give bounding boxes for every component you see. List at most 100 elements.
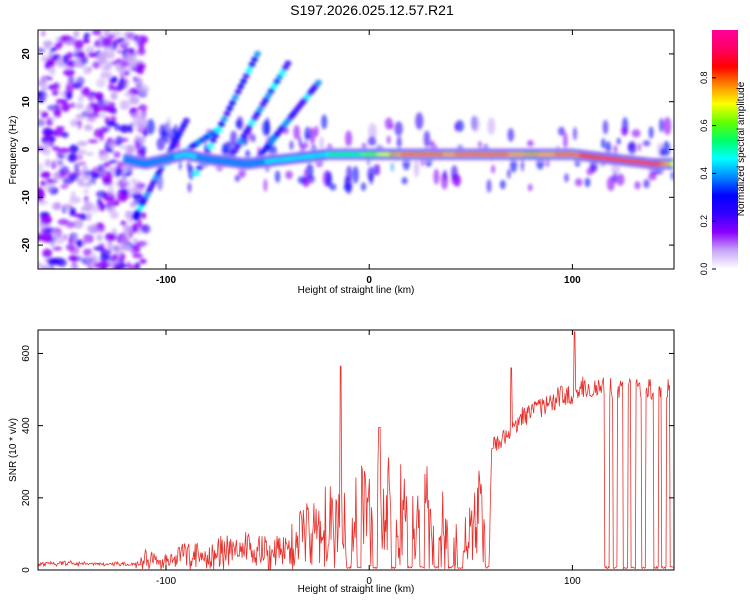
chirp-mark <box>278 69 286 76</box>
y-tick-label: 0 <box>21 146 32 152</box>
noise-blob <box>93 92 103 101</box>
chirp-mark <box>193 170 200 177</box>
spectral-speckle <box>643 179 650 189</box>
chirp-mark <box>215 126 223 133</box>
spectral-speckle <box>491 164 496 174</box>
x-tick-label: 100 <box>564 275 581 286</box>
spectral-speckle <box>161 130 168 142</box>
spectral-speckle <box>309 127 316 145</box>
noise-blob <box>54 42 62 50</box>
chirp-mark <box>270 83 278 90</box>
spectral-speckle <box>601 138 606 149</box>
noise-blob <box>119 43 129 49</box>
noise-blob <box>120 61 130 68</box>
spectral-speckle <box>314 125 319 137</box>
noise-blob <box>109 211 119 219</box>
noise-blob <box>140 145 147 155</box>
colorbar-tick-label: 0.2 <box>699 215 709 228</box>
spectral-speckle <box>602 120 609 135</box>
noise-blob <box>68 206 74 217</box>
y-tick-label: -20 <box>21 237 32 252</box>
spectral-speckle <box>659 148 666 157</box>
noise-blob <box>44 182 55 193</box>
noise-blob <box>47 257 59 266</box>
noise-blob <box>83 39 90 44</box>
snr-frame <box>37 329 675 571</box>
noise-blob <box>120 243 132 252</box>
chirp-mark <box>223 110 231 117</box>
noise-blob <box>115 135 123 146</box>
spectral-speckle <box>251 134 256 143</box>
spectral-speckle <box>620 126 629 136</box>
spectral-speckle <box>297 176 306 184</box>
noise-blob <box>69 246 80 255</box>
spectral-speckle <box>520 158 525 172</box>
noise-blob <box>119 100 130 111</box>
spectral-speckle <box>507 128 515 142</box>
spectral-speckle <box>319 136 324 150</box>
spectral-speckle <box>415 112 424 130</box>
noise-blob <box>66 39 76 45</box>
noise-blob <box>57 160 64 166</box>
chirp-mark <box>242 128 250 135</box>
noise-blob <box>87 52 99 58</box>
spectral-speckle <box>648 173 657 181</box>
noise-blob <box>132 253 144 259</box>
noise-blob <box>103 30 111 37</box>
noise-blob <box>38 118 46 127</box>
spectral-speckle <box>631 129 641 138</box>
spectral-speckle <box>413 159 420 178</box>
noise-blob <box>41 92 49 100</box>
figure-title: S197.2026.025.12.57.R21 <box>290 2 454 18</box>
noise-blob <box>125 172 131 177</box>
noise-blob <box>63 68 75 77</box>
chirp-mark <box>240 133 248 140</box>
spectral-speckle <box>230 130 238 147</box>
noise-blob <box>40 215 52 225</box>
chirp-mark <box>240 78 248 85</box>
noise-blob <box>124 90 134 98</box>
chirp-mark <box>212 132 220 139</box>
noise-blob <box>107 141 116 149</box>
noise-blob <box>121 177 128 184</box>
noise-blob <box>103 196 116 202</box>
noise-blob <box>58 147 70 154</box>
noise-blob <box>92 30 102 36</box>
noise-blob <box>79 213 87 221</box>
noise-blob <box>83 233 94 244</box>
spectral-speckle <box>187 182 192 193</box>
noise-blob <box>128 123 133 134</box>
chirp-mark <box>259 101 267 108</box>
x-tick-label: -100 <box>156 576 176 587</box>
spectrogram-y-ticks: -20 -10 0 10 20 <box>21 48 674 252</box>
chirp-mark <box>284 60 292 67</box>
x-tick-label: 0 <box>366 275 372 286</box>
chirp-mark <box>231 147 239 154</box>
spectral-speckle <box>642 140 651 147</box>
noise-blob <box>77 50 86 59</box>
noise-blob <box>131 187 140 194</box>
noise-blob <box>126 32 137 41</box>
spectral-speckle <box>486 179 492 193</box>
noise-blob <box>59 35 72 41</box>
noise-blob <box>60 170 73 178</box>
noise-blob <box>44 158 51 168</box>
noise-blob <box>111 244 123 252</box>
spectral-speckle <box>329 183 337 191</box>
noise-blob <box>67 154 77 163</box>
noise-blob <box>91 203 99 214</box>
noise-blob <box>82 175 90 180</box>
noise-blob <box>88 176 97 185</box>
chirp-mark <box>231 94 239 101</box>
noise-blob <box>83 248 93 257</box>
noise-blob <box>41 30 46 37</box>
noise-blob <box>95 190 108 198</box>
spectral-speckle <box>478 140 482 150</box>
noise-blob <box>110 76 118 84</box>
noise-blob <box>84 32 91 39</box>
spectral-speckle <box>433 168 440 185</box>
noise-blob <box>93 128 102 138</box>
noise-blob <box>76 141 88 147</box>
noise-blob <box>100 71 112 79</box>
noise-blob <box>136 48 146 56</box>
